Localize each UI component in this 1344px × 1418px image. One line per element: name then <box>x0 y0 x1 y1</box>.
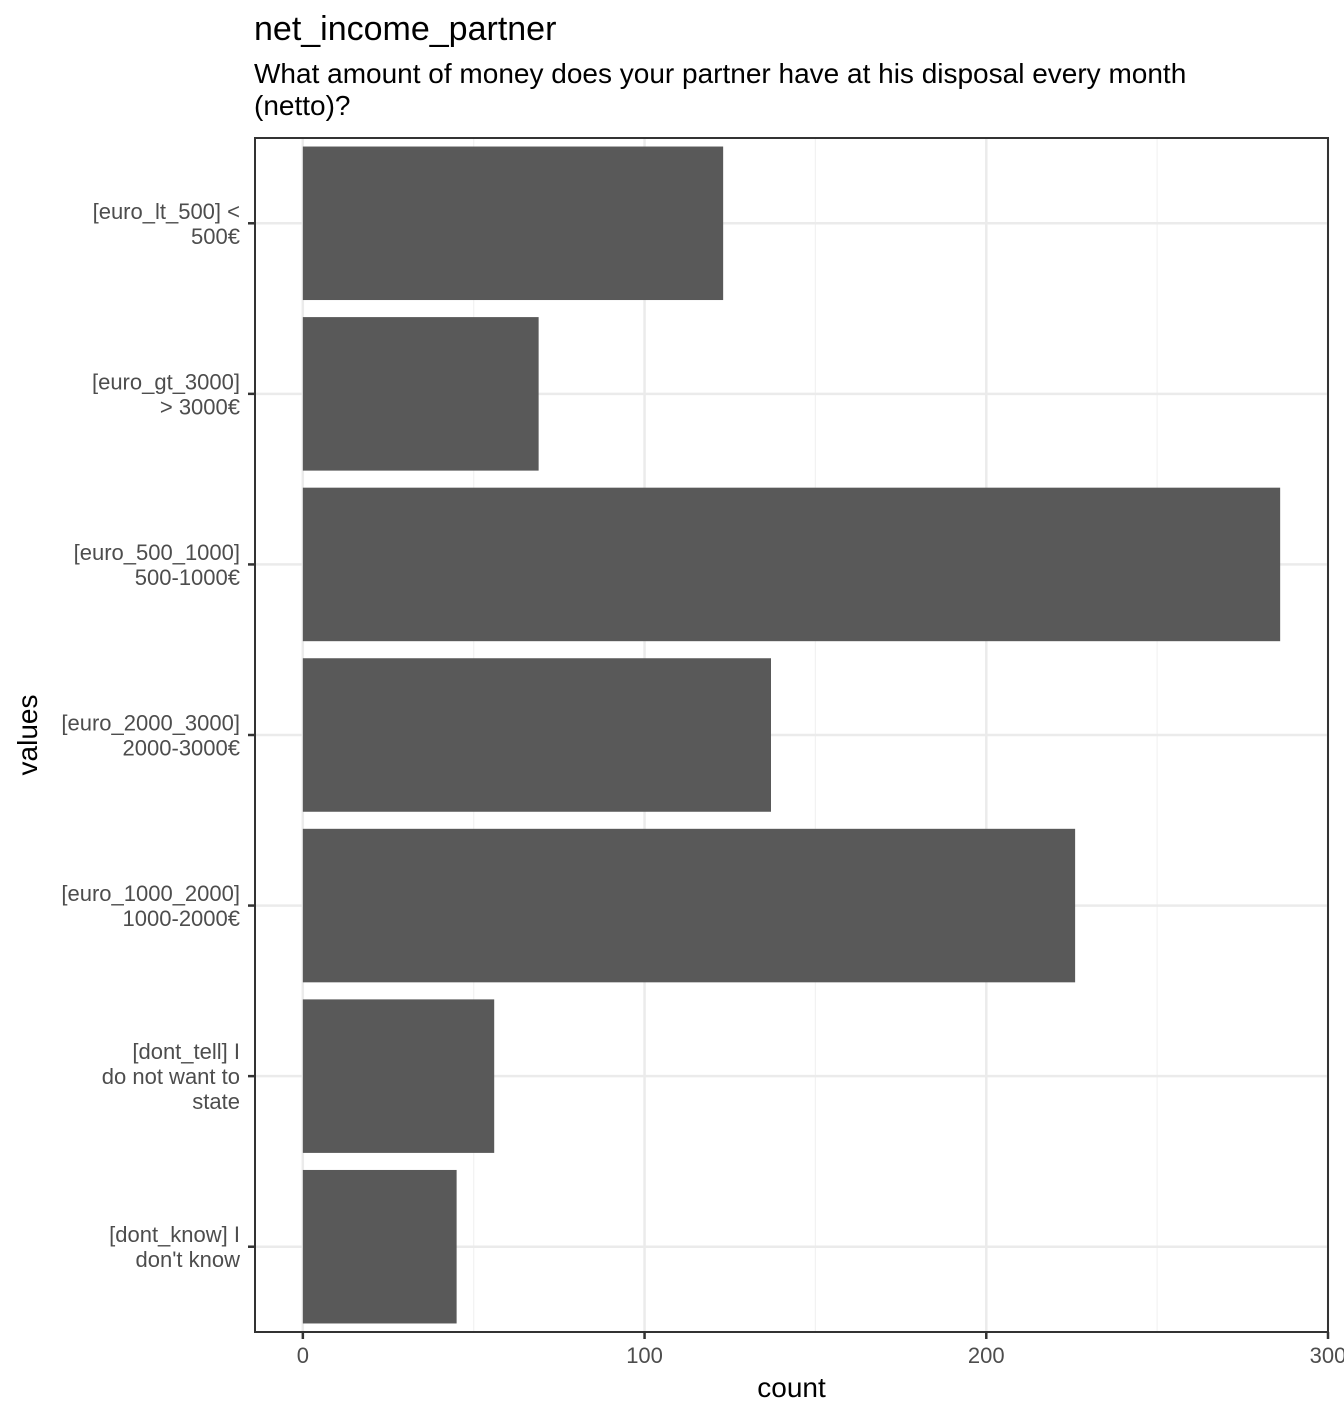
bar <box>302 317 539 471</box>
y-tick-label: [euro_2000_3000] <box>61 711 240 736</box>
y-tick-label: 1000-2000€ <box>123 906 240 931</box>
x-axis-title: count <box>757 1372 826 1403</box>
bar <box>302 828 1076 983</box>
x-tick-label: 300 <box>1310 1343 1344 1368</box>
y-tick-label: 500-1000€ <box>135 565 240 590</box>
y-tick-label: 500€ <box>191 224 240 249</box>
y-tick-label: do not want to <box>102 1064 240 1089</box>
y-tick-label: [euro_500_1000] <box>74 540 240 565</box>
bar <box>302 1169 457 1324</box>
y-tick-label: [dont_tell] I <box>132 1039 240 1064</box>
y-tick-label: [dont_know] I <box>109 1222 240 1247</box>
bar <box>302 146 724 301</box>
y-axis-title: values <box>12 695 43 776</box>
bar <box>302 487 1281 642</box>
y-tick-label: > 3000€ <box>160 394 240 419</box>
x-tick-label: 100 <box>626 1343 663 1368</box>
y-tick-label: [euro_gt_3000] <box>92 369 240 394</box>
y-tick-label: [euro_1000_2000] <box>61 881 240 906</box>
bar <box>302 999 495 1153</box>
y-tick-label: 2000-3000€ <box>123 736 240 761</box>
y-tick-label: don't know <box>136 1247 241 1272</box>
x-tick-label: 0 <box>297 1343 309 1368</box>
y-tick-label: state <box>192 1089 240 1114</box>
x-tick-label: 200 <box>968 1343 1005 1368</box>
chart-title: net_income_partner <box>254 10 557 48</box>
chart-subtitle: What amount of money does your partner h… <box>254 58 1187 121</box>
bar <box>302 658 771 812</box>
y-tick-label: [euro_lt_500] < <box>93 199 240 224</box>
